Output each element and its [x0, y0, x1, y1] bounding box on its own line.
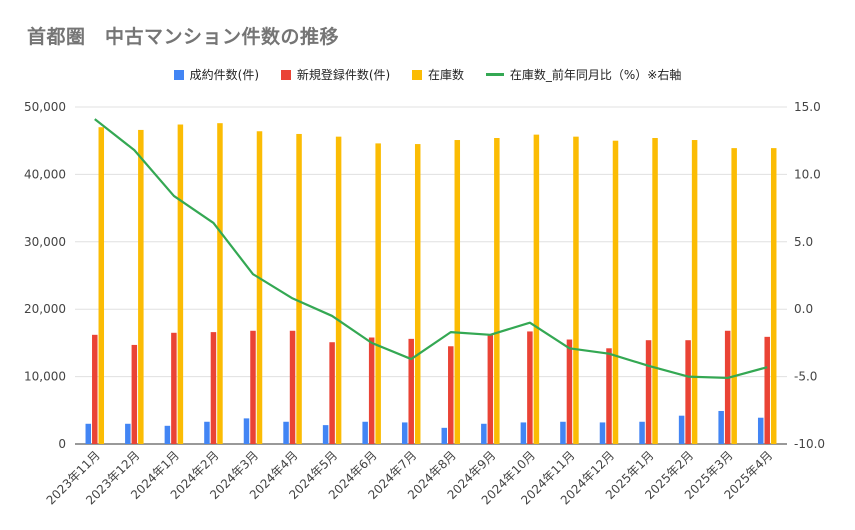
bar: [85, 423, 92, 444]
bar: [296, 133, 302, 444]
bar: [138, 129, 144, 444]
y-axis-right: -10.0 -5.0 0.0 5.0 10.0 15.0: [794, 100, 825, 451]
bar: [494, 138, 500, 444]
legend-item-contracts[interactable]: 成約件数(件): [173, 66, 260, 83]
chart-title: 首都圏 中古マンション件数の推移: [27, 26, 340, 48]
bar: [560, 421, 566, 444]
bar: [177, 124, 184, 445]
legend-swatch-new-listings: [280, 70, 291, 80]
bar: [414, 144, 421, 444]
bar: [289, 330, 296, 444]
line-series: [94, 118, 768, 380]
bar: [401, 422, 408, 444]
y-right-tick-label: -10.0: [794, 437, 825, 451]
bar: [164, 425, 171, 444]
bar: [329, 342, 335, 444]
y-left-tick-label: 0: [58, 437, 66, 451]
bar: [639, 421, 645, 444]
legend-label-inventory: 在庫数: [428, 68, 465, 82]
bar: [335, 136, 342, 444]
bar: [599, 422, 606, 444]
y-left-tick-label: 20,000: [24, 302, 66, 316]
bar: [566, 339, 573, 444]
x-axis: 2023年11月2023年12月2024年1月2024年2月2024年3月202…: [44, 448, 776, 507]
y-left-tick-label: 40,000: [24, 167, 66, 181]
bar: [481, 423, 487, 444]
legend-label-inventory-yoy: 在庫数_前年同月比（%）※右軸: [509, 68, 682, 82]
bar: [125, 423, 131, 444]
bar: [368, 337, 375, 444]
legend: 成約件数(件) 新規登録件数(件) 在庫数 在庫数_前年同月比（%）※右軸: [0, 66, 855, 83]
bar: [362, 421, 368, 444]
bar: [533, 134, 540, 444]
legend-item-new-listings[interactable]: 新規登録件数(件): [280, 66, 391, 83]
bar: [322, 425, 329, 444]
bar: [243, 418, 250, 444]
bar: [171, 332, 177, 444]
series-line: [94, 118, 768, 380]
bar: [652, 138, 658, 444]
bar: [645, 340, 652, 444]
bar: [204, 421, 210, 444]
y-left-tick-label: 50,000: [24, 100, 66, 114]
bar: [448, 346, 454, 444]
y-right-tick-label: -5.0: [794, 370, 817, 384]
bar: [92, 334, 98, 444]
bar: [520, 422, 527, 444]
legend-swatch-contracts: [173, 70, 184, 80]
bar: [375, 143, 381, 444]
legend-item-inventory[interactable]: 在庫数: [412, 66, 464, 83]
bar: [685, 340, 691, 444]
legend-label-contracts: 成約件数(件): [189, 68, 260, 82]
y-right-tick-label: 10.0: [794, 167, 821, 181]
bar: [283, 421, 289, 444]
bar: [770, 148, 777, 444]
bar: [527, 331, 533, 444]
bar: [691, 140, 698, 444]
bar-series: [85, 123, 777, 445]
bar: [131, 344, 138, 444]
bar: [757, 417, 764, 444]
bar: [573, 136, 579, 444]
bar: [256, 131, 263, 444]
y-left-tick-label: 10,000: [24, 370, 66, 384]
bar: [487, 334, 494, 444]
y-axis-left: 0 10,000 20,000 30,000 40,000 50,000: [24, 100, 66, 451]
bar: [441, 427, 448, 444]
bar: [210, 332, 217, 444]
bar: [612, 140, 619, 444]
legend-swatch-inventory: [412, 70, 423, 80]
bar: [250, 330, 256, 444]
bar: [606, 348, 612, 444]
bar: [731, 148, 737, 444]
bar: [408, 338, 414, 444]
y-right-tick-label: 0.0: [794, 302, 813, 316]
gridlines: [75, 106, 787, 445]
y-right-tick-label: 15.0: [794, 100, 821, 114]
bar: [454, 140, 461, 444]
bar: [764, 336, 770, 444]
bar: [718, 410, 724, 444]
bar: [724, 330, 731, 444]
y-right-tick-label: 5.0: [794, 235, 813, 249]
bar: [217, 123, 223, 445]
legend-line-inventory-yoy: [485, 73, 504, 76]
bar: [678, 415, 685, 444]
legend-label-new-listings: 新規登録件数(件): [296, 68, 391, 82]
y-left-tick-label: 30,000: [24, 235, 66, 249]
bar: [98, 127, 105, 444]
legend-item-inventory-yoy[interactable]: 在庫数_前年同月比（%）※右軸: [485, 66, 682, 83]
